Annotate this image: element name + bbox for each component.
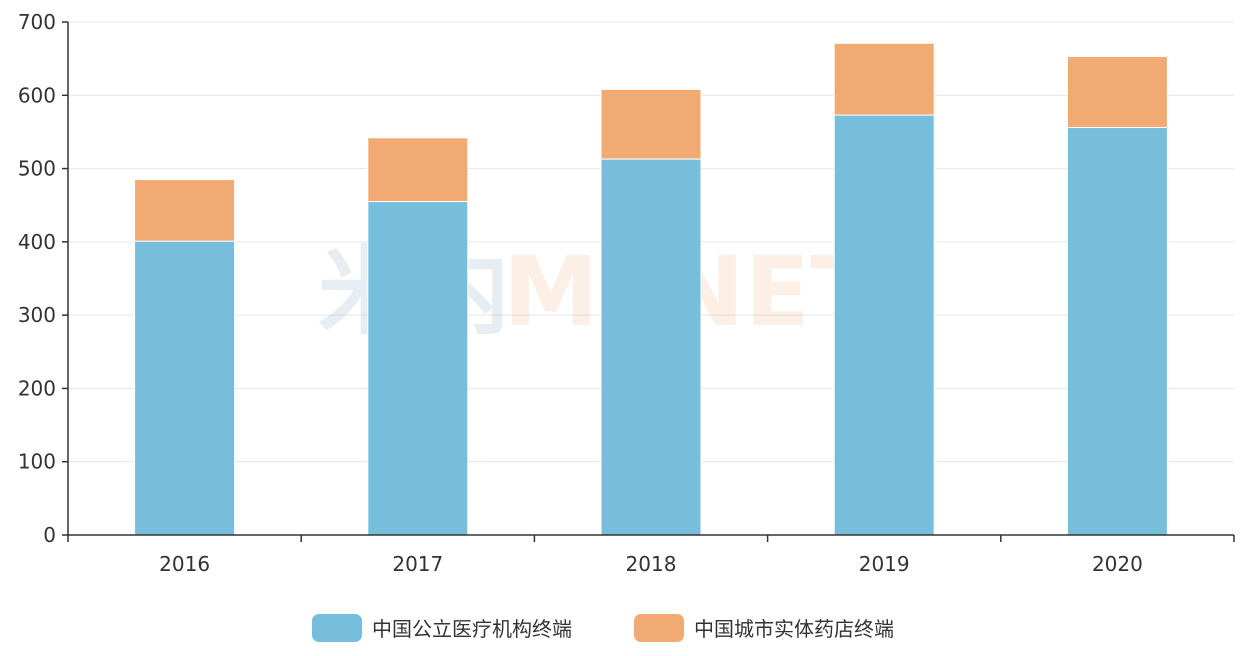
y-tick-label: 400 <box>18 230 56 254</box>
legend: 中国公立医疗机构终端 中国城市实体药店终端 <box>312 614 894 642</box>
y-tick-label: 200 <box>18 376 56 400</box>
y-tick-label: 600 <box>18 83 56 107</box>
x-tick-label: 2019 <box>859 552 910 576</box>
x-tick-label: 2017 <box>392 552 443 576</box>
x-tick-label: 2020 <box>1092 552 1143 576</box>
bar-public-medical-2020 <box>1066 127 1168 536</box>
y-tick-label: 300 <box>18 303 56 327</box>
x-tick-label: 2018 <box>626 552 677 576</box>
x-tick-label: 2016 <box>159 552 210 576</box>
bar-retail-pharmacy-2016 <box>134 179 236 242</box>
bar-retail-pharmacy-2019 <box>833 42 935 116</box>
y-tick-label: 0 <box>43 523 56 547</box>
axes: 0 100 200 300 400 500 600 700 2016 2017 2018 2019 20… <box>18 10 1235 576</box>
bar-retail-pharmacy-2017 <box>367 137 469 203</box>
bar-public-medical-2017 <box>367 201 469 536</box>
y-tick-label: 500 <box>18 157 56 181</box>
bar-retail-pharmacy-2020 <box>1066 55 1168 129</box>
legend-swatch <box>634 614 684 642</box>
legend-swatch <box>312 614 362 642</box>
bar-public-medical-2018 <box>600 158 702 536</box>
legend-label: 中国城市实体药店终端 <box>694 617 894 641</box>
bar-public-medical-2019 <box>833 114 935 536</box>
bars <box>134 42 1168 536</box>
y-tick-label: 100 <box>18 450 56 474</box>
bar-retail-pharmacy-2018 <box>600 88 702 160</box>
legend-label: 中国公立医疗机构终端 <box>372 617 572 641</box>
bar-public-medical-2016 <box>134 240 236 536</box>
y-tick-label: 700 <box>18 10 56 34</box>
